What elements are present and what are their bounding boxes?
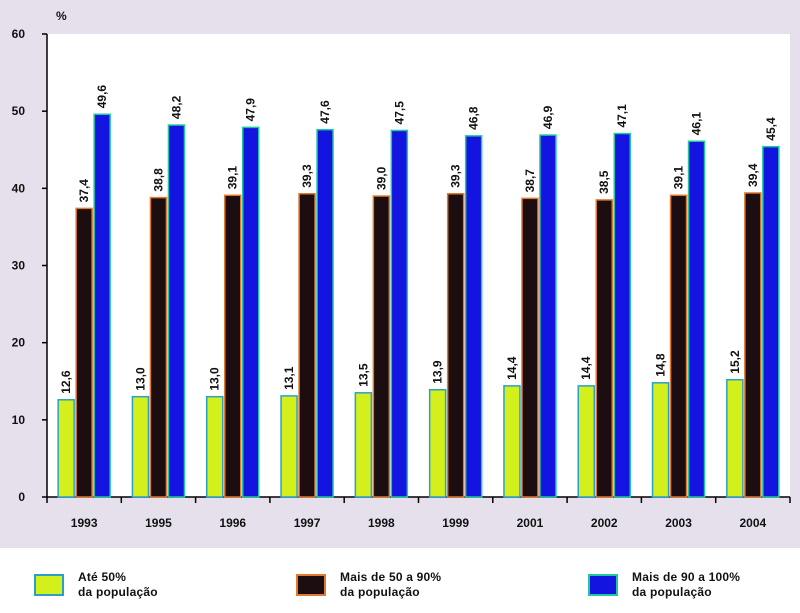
- data-label-series-2-2003: 39,1: [672, 166, 686, 190]
- bar-series-2-1997: [298, 192, 316, 498]
- legend-item-series-2: Mais de 50 a 90% da população: [296, 570, 441, 600]
- data-label-series-1-2003: 14,8: [654, 353, 668, 377]
- y-tick-label: 10: [12, 413, 26, 427]
- data-label-series-1-1995: 13,0: [133, 367, 147, 391]
- data-label-series-2-1998: 39,0: [374, 166, 388, 190]
- bar-series-2-2004: [744, 192, 762, 498]
- data-label-series-3-1998: 47,5: [392, 101, 406, 125]
- bar-series-1-1996: [206, 395, 224, 498]
- x-tick-label: 2004: [739, 516, 766, 530]
- data-label-series-1-1996: 13,0: [208, 367, 222, 391]
- data-label-series-1-2001: 14,4: [505, 356, 519, 380]
- x-tick-label: 1998: [368, 516, 395, 530]
- x-tick-label: 1993: [71, 516, 98, 530]
- y-tick-label: 40: [12, 181, 26, 195]
- x-tick-label: 1996: [219, 516, 246, 530]
- bar-series-3-2003: [687, 140, 706, 498]
- data-label-series-3-1993: 49,6: [95, 85, 109, 109]
- data-label-series-2-1999: 39,3: [449, 164, 463, 188]
- data-label-series-2-2004: 39,4: [746, 163, 760, 187]
- data-labels: 12,6 37,4 49,6 13,0 38,8 48,2 13,0 39,1 47,9 13,1…: [59, 85, 778, 394]
- data-label-series-3-1999: 46,8: [467, 106, 481, 130]
- data-label-series-2-1993: 37,4: [77, 179, 91, 203]
- data-label-series-3-2001: 46,9: [541, 105, 555, 129]
- x-tick-label: 1997: [294, 516, 321, 530]
- bar-series-1-2001: [503, 385, 521, 498]
- data-label-series-1-2002: 14,4: [579, 356, 593, 380]
- x-tick-label: 2002: [591, 516, 618, 530]
- legend-label-series-1: Até 50% da população: [78, 570, 158, 599]
- y-tick-label: 30: [12, 259, 26, 273]
- bars: [57, 113, 780, 498]
- legend-item-series-1: Até 50% da população: [34, 570, 158, 600]
- bar-series-1-1993: [57, 399, 75, 498]
- bar-series-3-1996: [242, 126, 260, 498]
- data-label-series-3-1997: 47,6: [318, 100, 332, 124]
- data-label-series-2-2001: 38,7: [523, 169, 537, 193]
- bar-series-1-1999: [428, 388, 447, 498]
- bar-series-3-2004: [762, 145, 780, 498]
- y-tick-label: 50: [12, 104, 26, 118]
- bar-series-1-1995: [131, 395, 150, 498]
- bar-series-2-1993: [75, 207, 93, 498]
- data-label-series-1-1999: 13,9: [431, 360, 445, 384]
- bar-series-2-1995: [149, 196, 168, 498]
- bar-series-3-1993: [93, 113, 111, 498]
- legend: Até 50% da população Mais de 50 a 90% da…: [0, 570, 800, 610]
- x-tick-label: 1995: [145, 516, 172, 530]
- legend-swatch-series-1: [34, 574, 64, 596]
- data-label-series-1-1997: 13,1: [282, 366, 296, 390]
- bar-series-1-1998: [354, 392, 373, 498]
- bar-chart: % 0 10 20 30 40 50 60 1993 1995 1996 1997 1998 1999…: [0, 0, 800, 548]
- data-label-series-2-1995: 38,8: [151, 168, 165, 192]
- legend-swatch-series-2: [296, 574, 326, 596]
- x-tick-label: 2003: [665, 516, 692, 530]
- bar-series-3-1997: [316, 128, 334, 498]
- data-label-series-2-1996: 39,1: [226, 166, 240, 190]
- legend-label-series-2: Mais de 50 a 90% da população: [340, 570, 442, 599]
- bar-series-1-1997: [280, 395, 298, 498]
- bar-series-1-2004: [726, 378, 744, 498]
- data-label-series-2-2002: 38,5: [597, 170, 611, 194]
- data-label-series-3-2004: 45,4: [764, 117, 778, 141]
- bar-series-2-2002: [595, 199, 613, 498]
- x-tick-label: 2001: [517, 516, 544, 530]
- bar-series-1-2002: [577, 385, 595, 498]
- y-tick-label: 20: [12, 336, 26, 350]
- data-label-series-1-1998: 13,5: [356, 363, 370, 387]
- bar-series-3-1998: [390, 129, 409, 498]
- bar-series-2-2001: [521, 197, 539, 498]
- bar-series-3-2002: [613, 132, 631, 498]
- data-label-series-3-2003: 46,1: [690, 112, 704, 136]
- bar-series-2-1998: [372, 195, 391, 498]
- y-axis: 0 10 20 30 40 50 60: [12, 27, 48, 504]
- y-axis-unit-label: %: [56, 9, 67, 23]
- data-label-series-1-2004: 15,2: [728, 350, 742, 374]
- legend-item-series-3: Mais de 90 a 100% da população: [588, 570, 740, 600]
- bar-series-3-1999: [464, 135, 483, 498]
- y-tick-label: 60: [12, 27, 26, 41]
- bar-series-2-1996: [224, 194, 242, 498]
- y-tick-label: 0: [18, 490, 25, 504]
- x-tick-label: 1999: [442, 516, 469, 530]
- data-label-series-2-1997: 39,3: [300, 164, 314, 188]
- bar-series-1-2003: [651, 382, 670, 498]
- bar-series-2-1999: [446, 192, 465, 498]
- legend-swatch-series-3: [588, 574, 618, 596]
- data-label-series-1-1993: 12,6: [59, 370, 73, 394]
- legend-label-series-3: Mais de 90 a 100% da população: [632, 570, 741, 599]
- data-label-series-3-1996: 47,9: [244, 98, 258, 122]
- bar-series-3-2001: [539, 134, 557, 498]
- bar-series-3-1995: [167, 124, 186, 498]
- data-label-series-3-1995: 48,2: [169, 95, 183, 119]
- bar-series-2-2003: [669, 194, 688, 498]
- data-label-series-3-2002: 47,1: [615, 104, 629, 128]
